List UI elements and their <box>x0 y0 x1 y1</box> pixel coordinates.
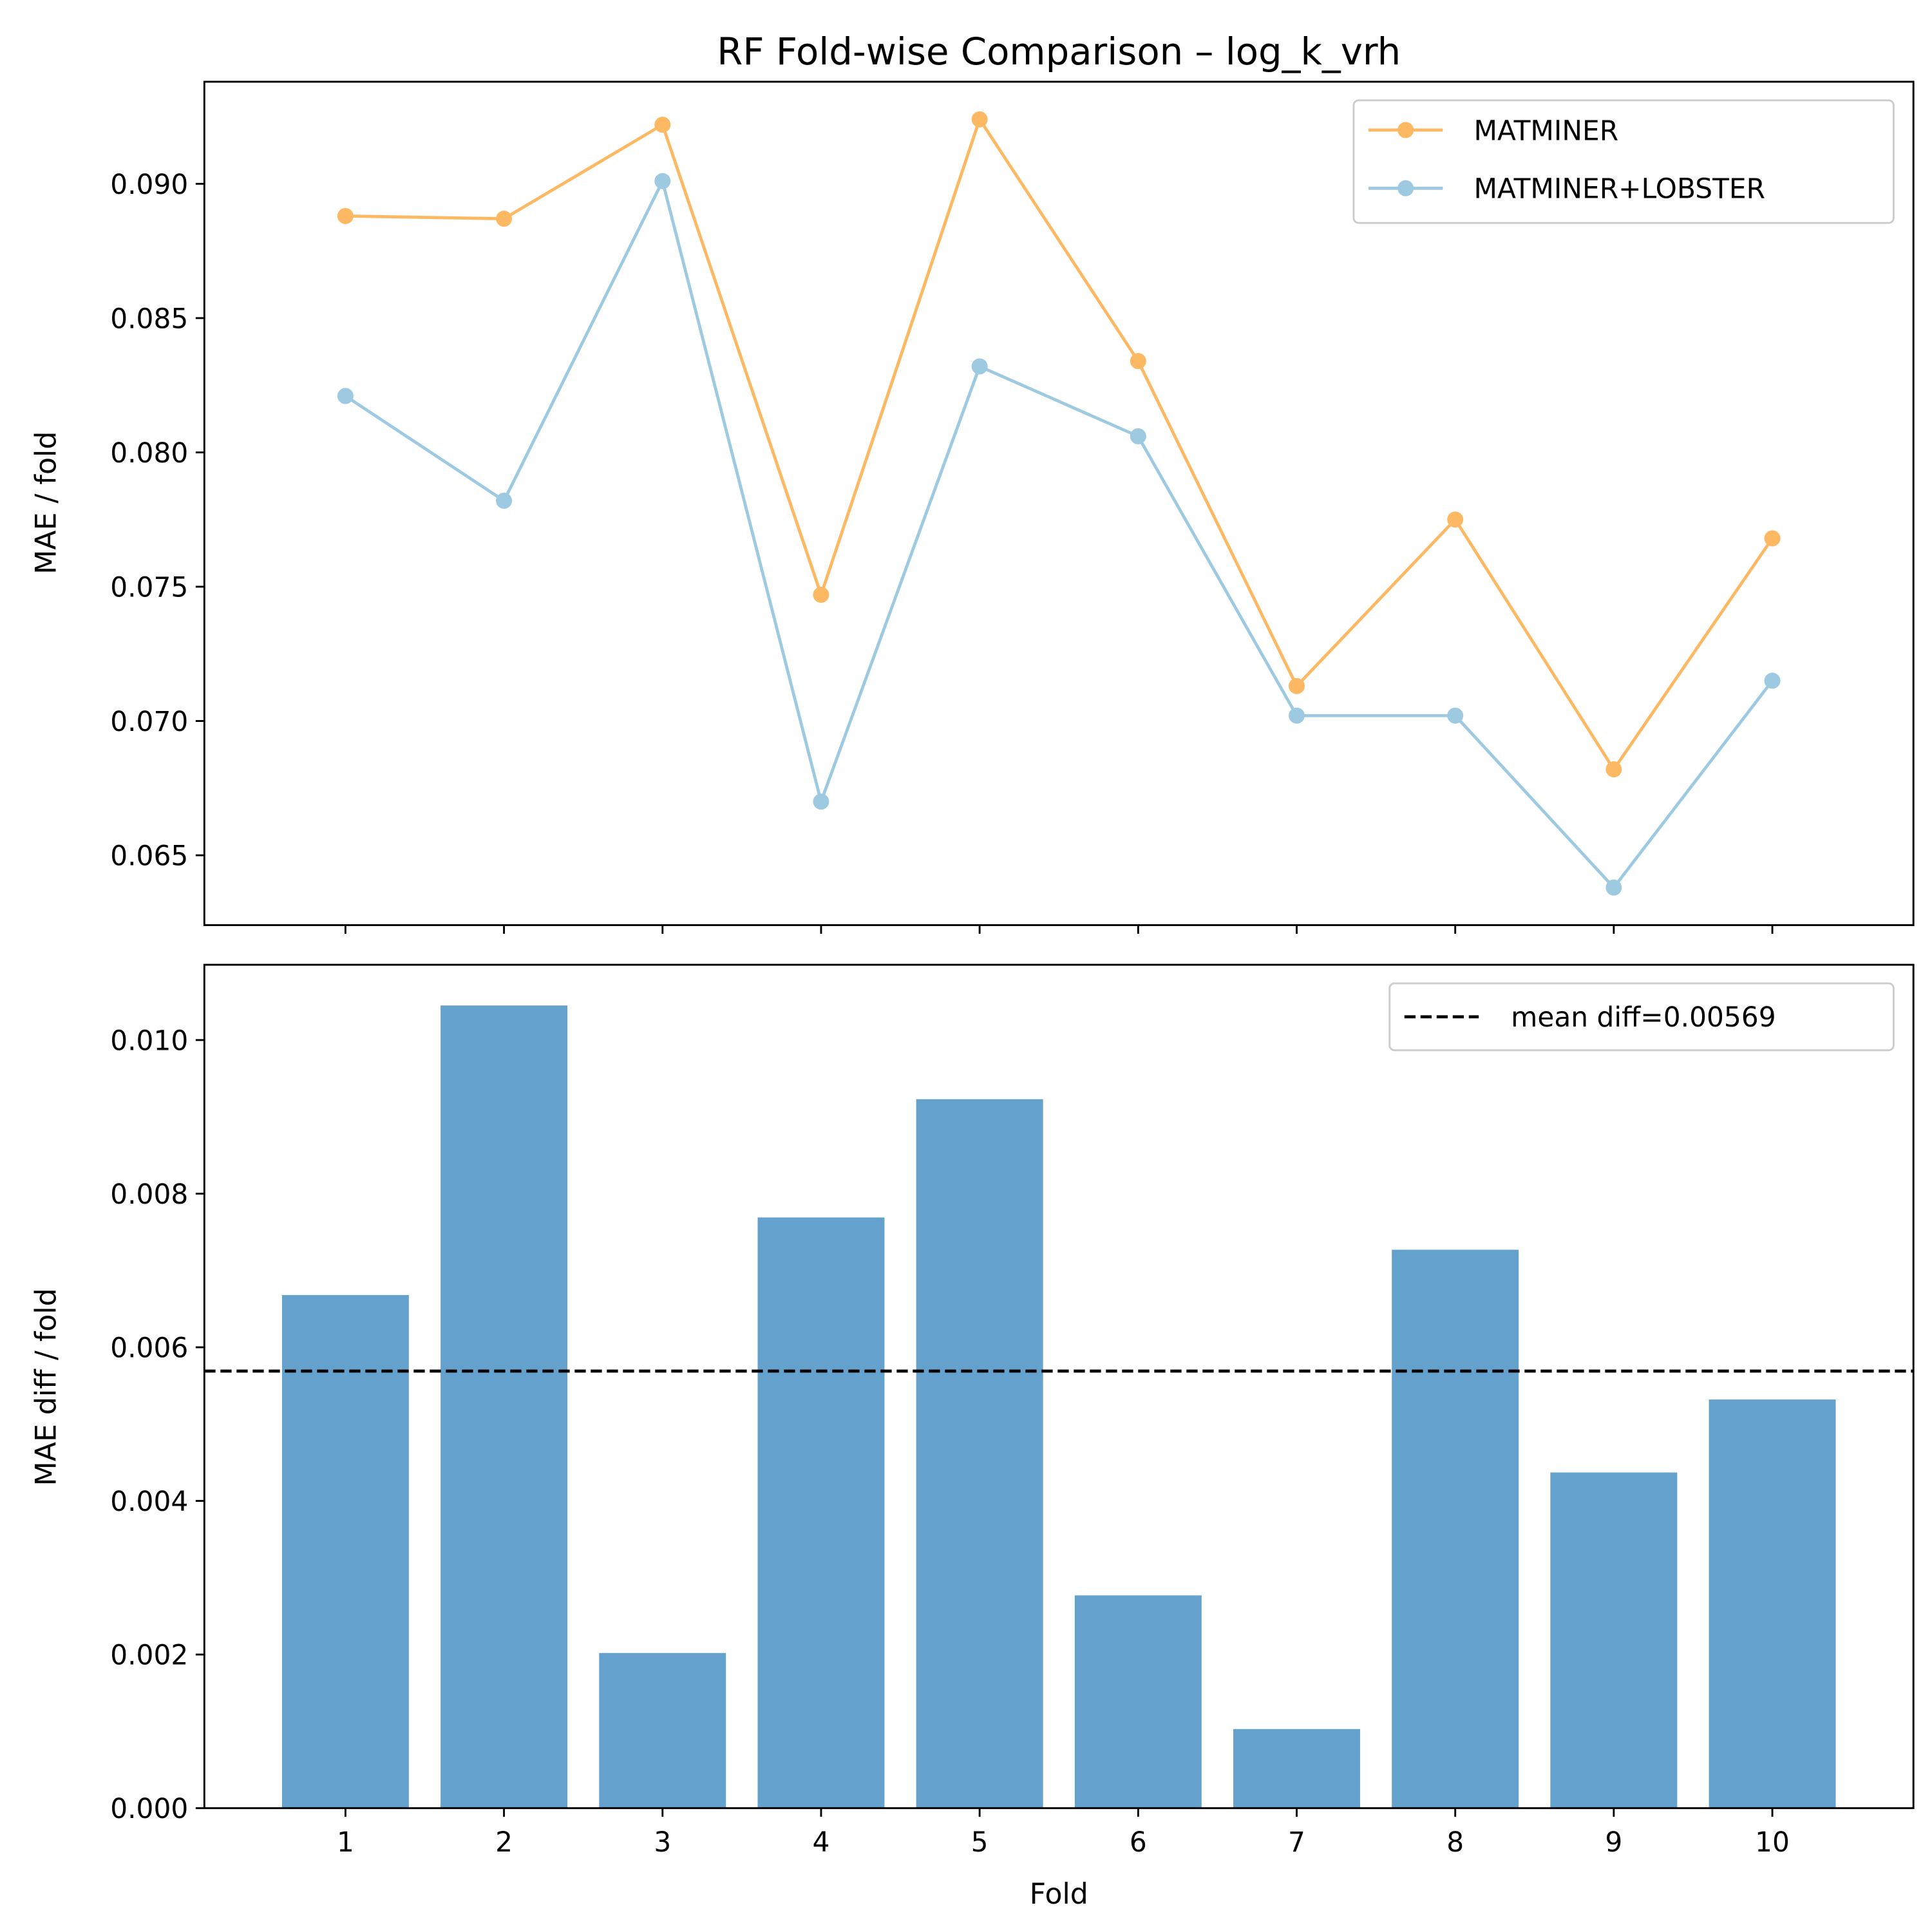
y-tick-label: 0.065 <box>110 840 188 871</box>
bottom-plot-frame <box>203 963 1915 1810</box>
legend-label: MATMINER+LOBSTER <box>1473 173 1765 205</box>
data-point <box>813 587 829 603</box>
legend-box <box>1388 982 1895 1052</box>
x-tick-label: 3 <box>654 1826 671 1858</box>
x-axis-label: Fold <box>1030 1878 1088 1911</box>
data-point <box>1764 672 1781 689</box>
bar <box>281 1294 409 1808</box>
data-point <box>1130 428 1146 444</box>
y-tick-label: 0.080 <box>110 437 188 469</box>
top-y-axis-label: MAE / fold <box>30 431 63 574</box>
x-tick-label: 2 <box>495 1826 513 1858</box>
bar <box>916 1099 1043 1808</box>
x-tick-label: 6 <box>1130 1826 1147 1858</box>
bar <box>599 1653 726 1808</box>
y-tick-label: 0.070 <box>110 706 188 737</box>
data-point <box>813 793 829 810</box>
bar <box>1392 1249 1519 1808</box>
bar <box>1233 1728 1360 1808</box>
y-tick-label: 0.090 <box>110 169 188 200</box>
data-point <box>1764 530 1781 547</box>
bar <box>1709 1399 1836 1808</box>
y-tick-label: 0.006 <box>110 1332 188 1363</box>
x-tick-label: 10 <box>1755 1826 1790 1858</box>
chart-title: RF Fold-wise Comparison – log_k_vrh <box>717 30 1401 73</box>
series-line-1 <box>345 176 1774 890</box>
data-point <box>971 111 988 128</box>
data-point <box>654 117 671 133</box>
x-tick-label: 9 <box>1605 1826 1622 1858</box>
data-point <box>1289 677 1305 694</box>
x-tick-label: 4 <box>812 1826 829 1858</box>
legend-marker <box>1397 122 1414 138</box>
bar <box>440 1005 568 1808</box>
y-tick-label: 0.010 <box>110 1025 188 1056</box>
bottom-y-axis-label: MAE diff / fold <box>30 1288 63 1486</box>
x-tick-label: 7 <box>1288 1826 1305 1858</box>
data-point <box>1447 707 1464 724</box>
bottom-axes: 0.000 0.002 0.004 0.006 0.008 0.010 1 2 3 4 5 6 7 8 9 1… <box>110 963 1915 1858</box>
top-axes: 0.065 0.070 0.075 0.080 0.085 0.090 MATMINER MA… <box>110 80 1915 934</box>
x-tick-label: 5 <box>971 1826 989 1858</box>
legend-marker <box>1397 180 1414 196</box>
legend-label: MATMINER <box>1473 115 1618 146</box>
x-tick-label: 8 <box>1446 1826 1464 1858</box>
y-tick-label: 0.004 <box>110 1486 188 1517</box>
bar <box>757 1217 885 1808</box>
x-tick-label: 1 <box>337 1826 354 1858</box>
y-tick-label: 0.000 <box>110 1793 188 1824</box>
data-point <box>337 388 354 404</box>
bar <box>1550 1472 1678 1808</box>
top-plot-frame <box>203 80 1915 926</box>
data-point <box>1130 353 1146 370</box>
data-point <box>337 207 354 224</box>
data-point <box>496 493 513 509</box>
legend-box <box>1352 99 1895 224</box>
data-point <box>1605 761 1622 778</box>
bar <box>1074 1595 1202 1808</box>
data-point <box>496 211 513 227</box>
y-tick-label: 0.085 <box>110 303 188 334</box>
legend-label: mean diff=0.00569 <box>1511 1001 1776 1033</box>
data-point <box>1447 511 1464 528</box>
y-tick-label: 0.002 <box>110 1640 188 1671</box>
y-tick-label: 0.075 <box>110 571 188 603</box>
series-line-0 <box>345 115 1774 772</box>
data-point <box>654 173 671 189</box>
data-point <box>1605 879 1622 896</box>
data-point <box>971 358 988 375</box>
y-tick-label: 0.008 <box>110 1179 188 1210</box>
data-point <box>1289 707 1305 724</box>
